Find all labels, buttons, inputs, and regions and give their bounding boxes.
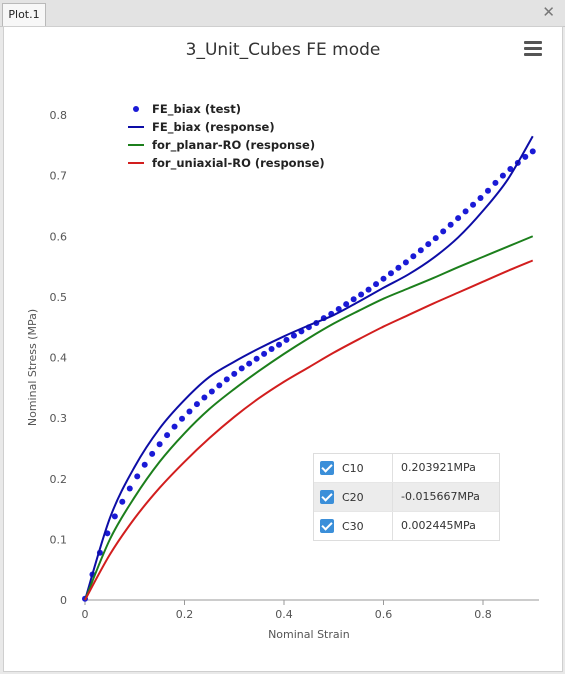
data-point — [149, 450, 156, 457]
data-point — [365, 286, 372, 293]
parameter-value: 0.203921MPa — [392, 454, 499, 482]
x-tick-label: 0 — [82, 608, 89, 621]
tab-plot-1[interactable]: Plot.1 — [2, 3, 46, 26]
data-point — [193, 401, 200, 408]
parameter-name: C30 — [342, 519, 364, 533]
y-tick-label: 0.7 — [50, 170, 68, 183]
data-point — [358, 291, 365, 298]
data-point — [246, 360, 253, 367]
data-point — [216, 382, 223, 389]
data-point — [201, 394, 208, 401]
tab-bar: Plot.1 ✕ — [0, 0, 565, 27]
data-point — [126, 485, 133, 492]
data-point — [335, 306, 342, 312]
series-line-1 — [84, 135, 534, 601]
data-point — [402, 259, 409, 266]
data-point — [470, 201, 477, 208]
legend-label: FE_biax (response) — [152, 120, 275, 135]
data-point — [529, 148, 536, 155]
data-point — [343, 301, 350, 308]
data-point — [447, 221, 454, 228]
data-point — [223, 376, 230, 383]
data-point — [231, 370, 238, 377]
data-point — [350, 296, 357, 303]
data-point — [425, 241, 432, 248]
data-point — [417, 247, 424, 254]
data-point — [477, 195, 484, 202]
legend-label: FE_biax (test) — [152, 102, 241, 117]
data-point — [268, 346, 275, 353]
x-tick-label: 0.8 — [474, 608, 492, 621]
y-tick-label: 0.3 — [50, 412, 68, 425]
y-tick-label: 0.4 — [50, 352, 68, 365]
y-tick-label: 0 — [60, 594, 67, 607]
parameter-name: C20 — [342, 490, 364, 504]
data-point — [253, 355, 260, 362]
data-point — [484, 187, 491, 194]
x-tick-label: 0.4 — [275, 608, 293, 621]
data-point — [208, 388, 215, 395]
legend-label: for_planar-RO (response) — [152, 138, 315, 153]
data-point — [522, 153, 529, 160]
data-point — [141, 461, 148, 468]
chart-title: 3_Unit_Cubes FE mode — [185, 40, 381, 60]
parameter-table: C10 0.203921MPa C20 -0.015667MPa C30 0.0… — [313, 453, 500, 541]
legend-label: for_uniaxial-RO (response) — [152, 156, 325, 171]
data-point — [119, 498, 126, 505]
x-tick-label: 0.6 — [375, 608, 393, 621]
series-line-2 — [84, 235, 534, 601]
data-point — [492, 179, 499, 186]
parameter-row-c10: C10 0.203921MPa — [314, 454, 499, 483]
y-axis-label: Nominal Stress (MPa) — [26, 309, 39, 426]
data-point — [432, 235, 439, 242]
plot-panel: 3_Unit_Cubes FE mode 0 0.1 0.2 0.3 0.4 0.5 0.6… — [3, 26, 563, 672]
data-point — [455, 215, 462, 222]
data-point — [186, 408, 193, 415]
y-tick-label: 0.5 — [50, 291, 68, 304]
checkbox-icon[interactable] — [320, 490, 334, 504]
data-point — [179, 415, 186, 422]
data-point — [238, 365, 245, 372]
data-point — [171, 423, 178, 430]
parameter-value: 0.002445MPa — [392, 512, 499, 540]
x-axis-label: Nominal Strain — [268, 628, 350, 641]
x-tick-label: 0.2 — [176, 608, 194, 621]
y-tick-label: 0.8 — [50, 109, 68, 122]
data-point — [380, 275, 387, 282]
parameter-row-c30: C30 0.002445MPa — [314, 512, 499, 540]
y-tick-label: 0.1 — [50, 533, 68, 546]
data-point — [410, 253, 417, 260]
data-point — [261, 350, 268, 357]
legend-swatch — [133, 106, 139, 112]
parameter-row-c20: C20 -0.015667MPa — [314, 483, 499, 512]
checkbox-icon[interactable] — [320, 519, 334, 533]
data-point — [440, 228, 447, 235]
checkbox-icon[interactable] — [320, 461, 334, 475]
data-point — [164, 432, 171, 439]
data-point — [134, 473, 141, 480]
close-icon[interactable]: ✕ — [542, 3, 555, 21]
data-point — [283, 336, 290, 343]
hamburger-menu-icon[interactable] — [524, 41, 542, 57]
y-tick-label: 0.2 — [50, 473, 68, 486]
parameter-name: C10 — [342, 461, 364, 475]
data-point — [111, 513, 118, 520]
data-point — [290, 332, 297, 339]
data-point — [276, 341, 283, 348]
series-line-3 — [84, 259, 534, 601]
data-point — [462, 208, 469, 215]
parameter-value: -0.015667MPa — [392, 483, 499, 511]
data-point — [507, 165, 514, 172]
data-point — [395, 264, 402, 271]
chart-canvas: 0 0.1 0.2 0.3 0.4 0.5 0.6 0.7 0.8 0 0.2 0.4 0.6 0.8 No… — [26, 102, 539, 641]
data-point — [373, 281, 380, 288]
data-point — [387, 270, 394, 277]
data-point — [499, 172, 506, 179]
data-point — [156, 441, 163, 448]
y-tick-label: 0.6 — [50, 230, 68, 243]
